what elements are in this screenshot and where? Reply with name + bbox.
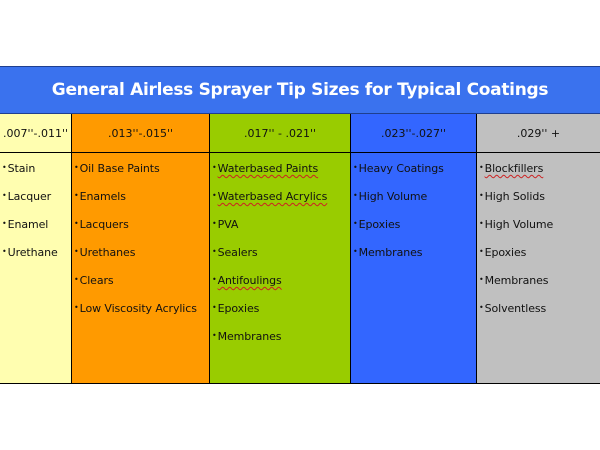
bullet-icon: • xyxy=(74,219,79,228)
bullet-icon: • xyxy=(212,331,217,340)
list-item: •Epoxies xyxy=(353,218,401,231)
bullet-icon: • xyxy=(212,219,217,228)
list-item: •Epoxies xyxy=(479,246,527,259)
column-header: .029'' + xyxy=(477,114,600,153)
column-tip-023-027: .023''-.027'' •Heavy Coatings •High Volu… xyxy=(351,114,477,384)
bullet-icon: • xyxy=(353,163,358,172)
list-item: •Waterbased Paints xyxy=(212,162,319,175)
table-bottom-border xyxy=(0,383,600,384)
list-item: •Urethane xyxy=(2,246,58,259)
bullet-icon: • xyxy=(479,163,484,172)
list-item: •Clears xyxy=(74,274,114,287)
list-item: •Membranes xyxy=(212,330,282,343)
list-item: •High Volume xyxy=(353,190,428,203)
bullet-icon: • xyxy=(353,191,358,200)
list-item: •Urethanes xyxy=(74,246,136,259)
bullet-icon: • xyxy=(74,163,79,172)
list-item: •High Solids xyxy=(479,190,545,203)
bullet-icon: • xyxy=(2,163,7,172)
bullet-icon: • xyxy=(74,191,79,200)
column-header: .023''-.027'' xyxy=(351,114,476,153)
bullet-icon: • xyxy=(74,247,79,256)
bullet-icon: • xyxy=(212,247,217,256)
list-item: •Stain xyxy=(2,162,36,175)
list-item: •Heavy Coatings xyxy=(353,162,444,175)
list-item: •Sealers xyxy=(212,246,258,259)
list-item: •Antifoulings xyxy=(212,274,282,287)
list-item: •Oil Base Paints xyxy=(74,162,160,175)
list-item: •Membranes xyxy=(479,274,549,287)
column-items: •Stain •Lacquer •Enamel •Urethane xyxy=(0,153,71,274)
bullet-icon: • xyxy=(353,219,358,228)
list-item: •PVA xyxy=(212,218,239,231)
bullet-icon: • xyxy=(2,247,7,256)
bullet-icon: • xyxy=(479,275,484,284)
column-tip-017-021: .017'' - .021'' •Waterbased Paints •Wate… xyxy=(210,114,351,384)
column-header: .007''-.011'' xyxy=(0,114,71,153)
list-item: •Blockfillers xyxy=(479,162,544,175)
column-tip-029-plus: .029'' + •Blockfillers •High Solids •Hig… xyxy=(477,114,600,384)
list-item: •Epoxies xyxy=(212,302,260,315)
bullet-icon: • xyxy=(74,303,79,312)
list-item: •Waterbased Acrylics xyxy=(212,190,328,203)
list-item: •Low Viscosity Acrylics xyxy=(74,302,197,315)
column-tip-013-015: .013''-.015'' •Oil Base Paints •Enamels … xyxy=(72,114,210,384)
column-tip-007-011: .007''-.011'' •Stain •Lacquer •Enamel •U… xyxy=(0,114,72,384)
column-items: •Heavy Coatings •High Volume •Epoxies •M… xyxy=(351,153,476,274)
bullet-icon: • xyxy=(353,247,358,256)
bullet-icon: • xyxy=(2,191,7,200)
bullet-icon: • xyxy=(212,303,217,312)
list-item: •Enamels xyxy=(74,190,126,203)
bullet-icon: • xyxy=(212,163,217,172)
list-item: •Solventless xyxy=(479,302,547,315)
bullet-icon: • xyxy=(479,247,484,256)
list-item: •Lacquers xyxy=(74,218,129,231)
bullet-icon: • xyxy=(212,191,217,200)
bullet-icon: • xyxy=(479,191,484,200)
list-item: •Lacquer xyxy=(2,190,52,203)
column-items: •Blockfillers •High Solids •High Volume … xyxy=(477,153,600,330)
list-item: •Membranes xyxy=(353,246,423,259)
list-item: •High Volume xyxy=(479,218,554,231)
bullet-icon: • xyxy=(74,275,79,284)
bullet-icon: • xyxy=(479,219,484,228)
bullet-icon: • xyxy=(479,303,484,312)
list-item: •Enamel xyxy=(2,218,49,231)
tip-size-table: .007''-.011'' •Stain •Lacquer •Enamel •U… xyxy=(0,114,600,384)
bullet-icon: • xyxy=(212,275,217,284)
column-items: •Oil Base Paints •Enamels •Lacquers •Ure… xyxy=(72,153,209,330)
column-header: .017'' - .021'' xyxy=(210,114,350,153)
column-header: .013''-.015'' xyxy=(72,114,209,153)
column-items: •Waterbased Paints •Waterbased Acrylics … xyxy=(210,153,350,358)
bullet-icon: • xyxy=(2,219,7,228)
slide-title: General Airless Sprayer Tip Sizes for Ty… xyxy=(0,66,600,114)
